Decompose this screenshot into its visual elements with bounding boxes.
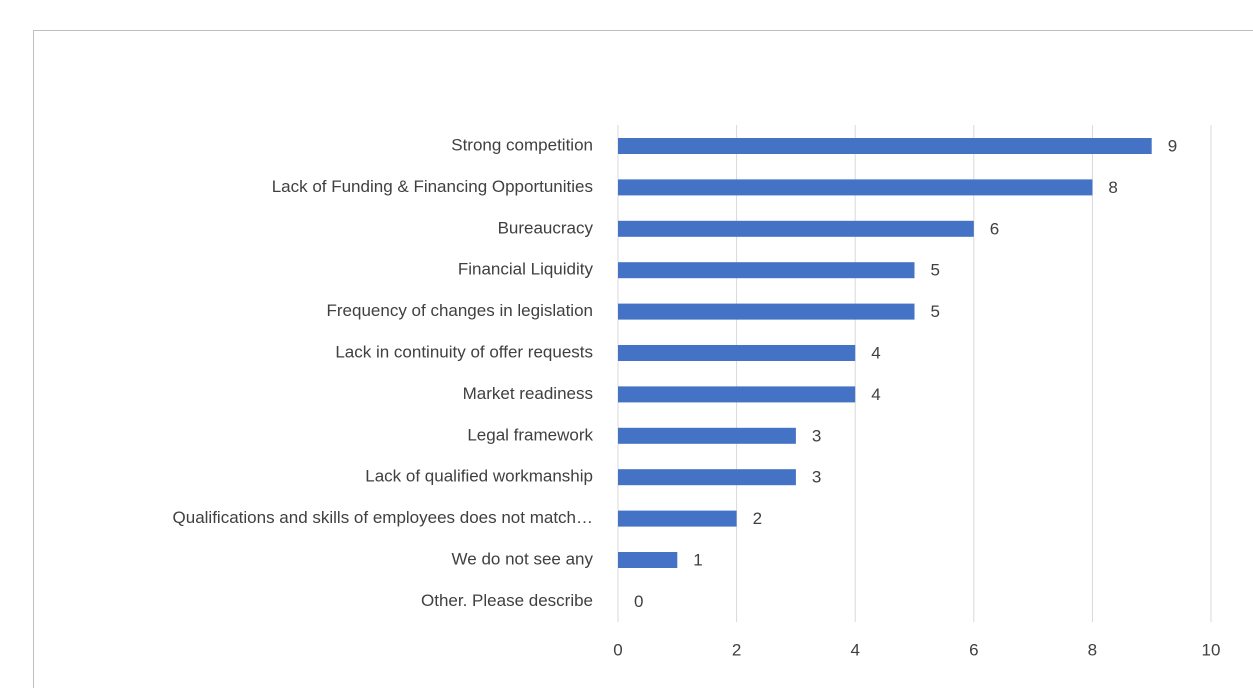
y-tick-label: Other. Please describe	[421, 591, 593, 610]
y-tick-label: Frequency of changes in legislation	[327, 301, 594, 320]
bar	[618, 552, 678, 568]
bar	[618, 427, 796, 444]
bar	[618, 220, 974, 237]
y-tick-label: Lack in continuity of offer requests	[335, 342, 593, 361]
x-tick-label: 10	[1202, 640, 1221, 659]
data-label: 9	[1168, 136, 1177, 155]
data-label: 6	[990, 219, 999, 238]
bar	[618, 262, 915, 279]
data-label: 5	[931, 261, 940, 280]
bar	[618, 469, 796, 486]
bar	[618, 510, 737, 527]
y-tick-label: Financial Liquidity	[458, 260, 594, 279]
data-label: 4	[871, 343, 880, 362]
y-tick-label: Bureaucracy	[498, 218, 594, 237]
data-label: 0	[634, 592, 643, 611]
data-label: 2	[753, 509, 762, 528]
bar	[618, 386, 856, 403]
bar	[618, 138, 1152, 154]
bar	[618, 345, 856, 361]
x-tick-label: 8	[1088, 640, 1097, 659]
y-tick-label: Lack of Funding & Financing Opportunitie…	[272, 177, 593, 196]
x-tick-label: 0	[613, 640, 622, 659]
bar	[618, 179, 1093, 196]
data-label: 1	[693, 550, 702, 569]
bar	[618, 303, 915, 320]
y-tick-label: Lack of qualified workmanship	[365, 467, 593, 486]
y-tick-label: Legal framework	[467, 425, 593, 444]
y-tick-label: Qualifications and skills of employees d…	[173, 508, 593, 527]
data-label: 8	[1108, 178, 1117, 197]
data-label: 5	[931, 302, 940, 321]
data-label: 3	[812, 468, 821, 487]
data-label: 3	[812, 426, 821, 445]
y-tick-label: We do not see any	[452, 549, 594, 568]
y-tick-label: Market readiness	[463, 384, 593, 403]
x-tick-label: 6	[969, 640, 978, 659]
y-tick-label: Strong competition	[451, 135, 593, 154]
x-tick-label: 2	[732, 640, 741, 659]
x-tick-label: 4	[850, 640, 859, 659]
data-label: 4	[871, 385, 880, 404]
